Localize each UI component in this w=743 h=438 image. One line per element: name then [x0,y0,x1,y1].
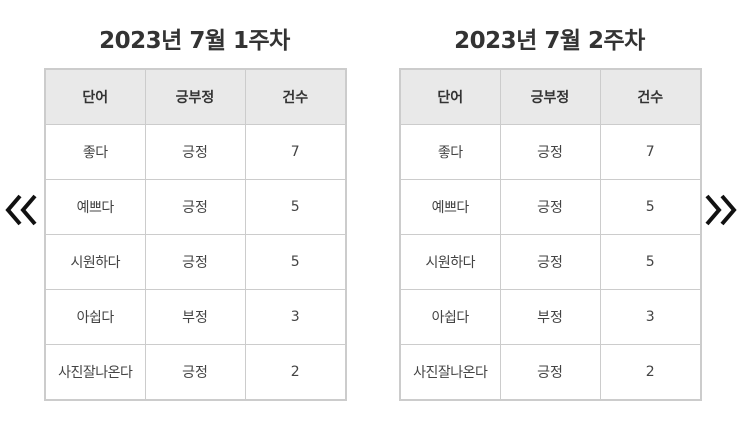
table-row: 시원하다 긍정 5 [399,234,702,290]
cell-count: 2 [599,344,702,401]
cell-sentiment: 긍정 [144,179,246,235]
week-2-title: 2023년 7월 2주차 [454,28,645,54]
cell-word: 아쉽다 [44,289,146,345]
week-1-title: 2023년 7월 1주차 [99,28,290,54]
table-header-row: 단어 긍부정 건수 [399,68,702,125]
week-1-table: 단어 긍부정 건수 좋다 긍정 7 예쁘다 긍정 5 시원하다 긍정 5 아쉽다… [44,68,347,401]
table-row: 예쁘다 긍정 5 [44,179,347,235]
cell-word: 아쉽다 [399,289,501,345]
table-row: 아쉽다 부정 3 [399,289,702,345]
cell-sentiment: 긍정 [499,344,601,401]
cell-word: 예쁘다 [44,179,146,235]
table-row: 좋다 긍정 7 [399,124,702,180]
cell-sentiment: 긍정 [144,124,246,180]
cell-sentiment: 긍정 [499,179,601,235]
cell-count: 3 [599,289,702,345]
cell-count: 5 [244,179,347,235]
prev-week-button[interactable] [4,188,40,232]
cell-word: 시원하다 [399,234,501,290]
cell-sentiment: 부정 [499,289,601,345]
table-row: 좋다 긍정 7 [44,124,347,180]
cell-sentiment: 긍정 [144,344,246,401]
cell-count: 2 [244,344,347,401]
cell-count: 5 [599,179,702,235]
cell-count: 5 [599,234,702,290]
cell-word: 사진잘나온다 [44,344,146,401]
week-2-table: 단어 긍부정 건수 좋다 긍정 7 예쁘다 긍정 5 시원하다 긍정 5 아쉽다… [399,68,702,401]
table-row: 사진잘나온다 긍정 2 [44,344,347,401]
cell-word: 좋다 [44,124,146,180]
cell-sentiment: 긍정 [499,124,601,180]
cell-sentiment: 긍정 [499,234,601,290]
cell-count: 5 [244,234,347,290]
header-count: 건수 [244,68,347,125]
table-row: 사진잘나온다 긍정 2 [399,344,702,401]
double-chevron-right-icon [702,188,738,232]
cell-word: 사진잘나온다 [399,344,501,401]
cell-count: 7 [244,124,347,180]
cell-sentiment: 부정 [144,289,246,345]
header-sentiment: 긍부정 [144,68,246,125]
cell-sentiment: 긍정 [144,234,246,290]
header-sentiment: 긍부정 [499,68,601,125]
cell-count: 7 [599,124,702,180]
header-count: 건수 [599,68,702,125]
header-word: 단어 [44,68,146,125]
cell-word: 예쁘다 [399,179,501,235]
header-word: 단어 [399,68,501,125]
cell-count: 3 [244,289,347,345]
table-row: 아쉽다 부정 3 [44,289,347,345]
cell-word: 좋다 [399,124,501,180]
next-week-button[interactable] [702,188,738,232]
table-row: 시원하다 긍정 5 [44,234,347,290]
double-chevron-left-icon [4,188,40,232]
table-row: 예쁘다 긍정 5 [399,179,702,235]
cell-word: 시원하다 [44,234,146,290]
table-header-row: 단어 긍부정 건수 [44,68,347,125]
